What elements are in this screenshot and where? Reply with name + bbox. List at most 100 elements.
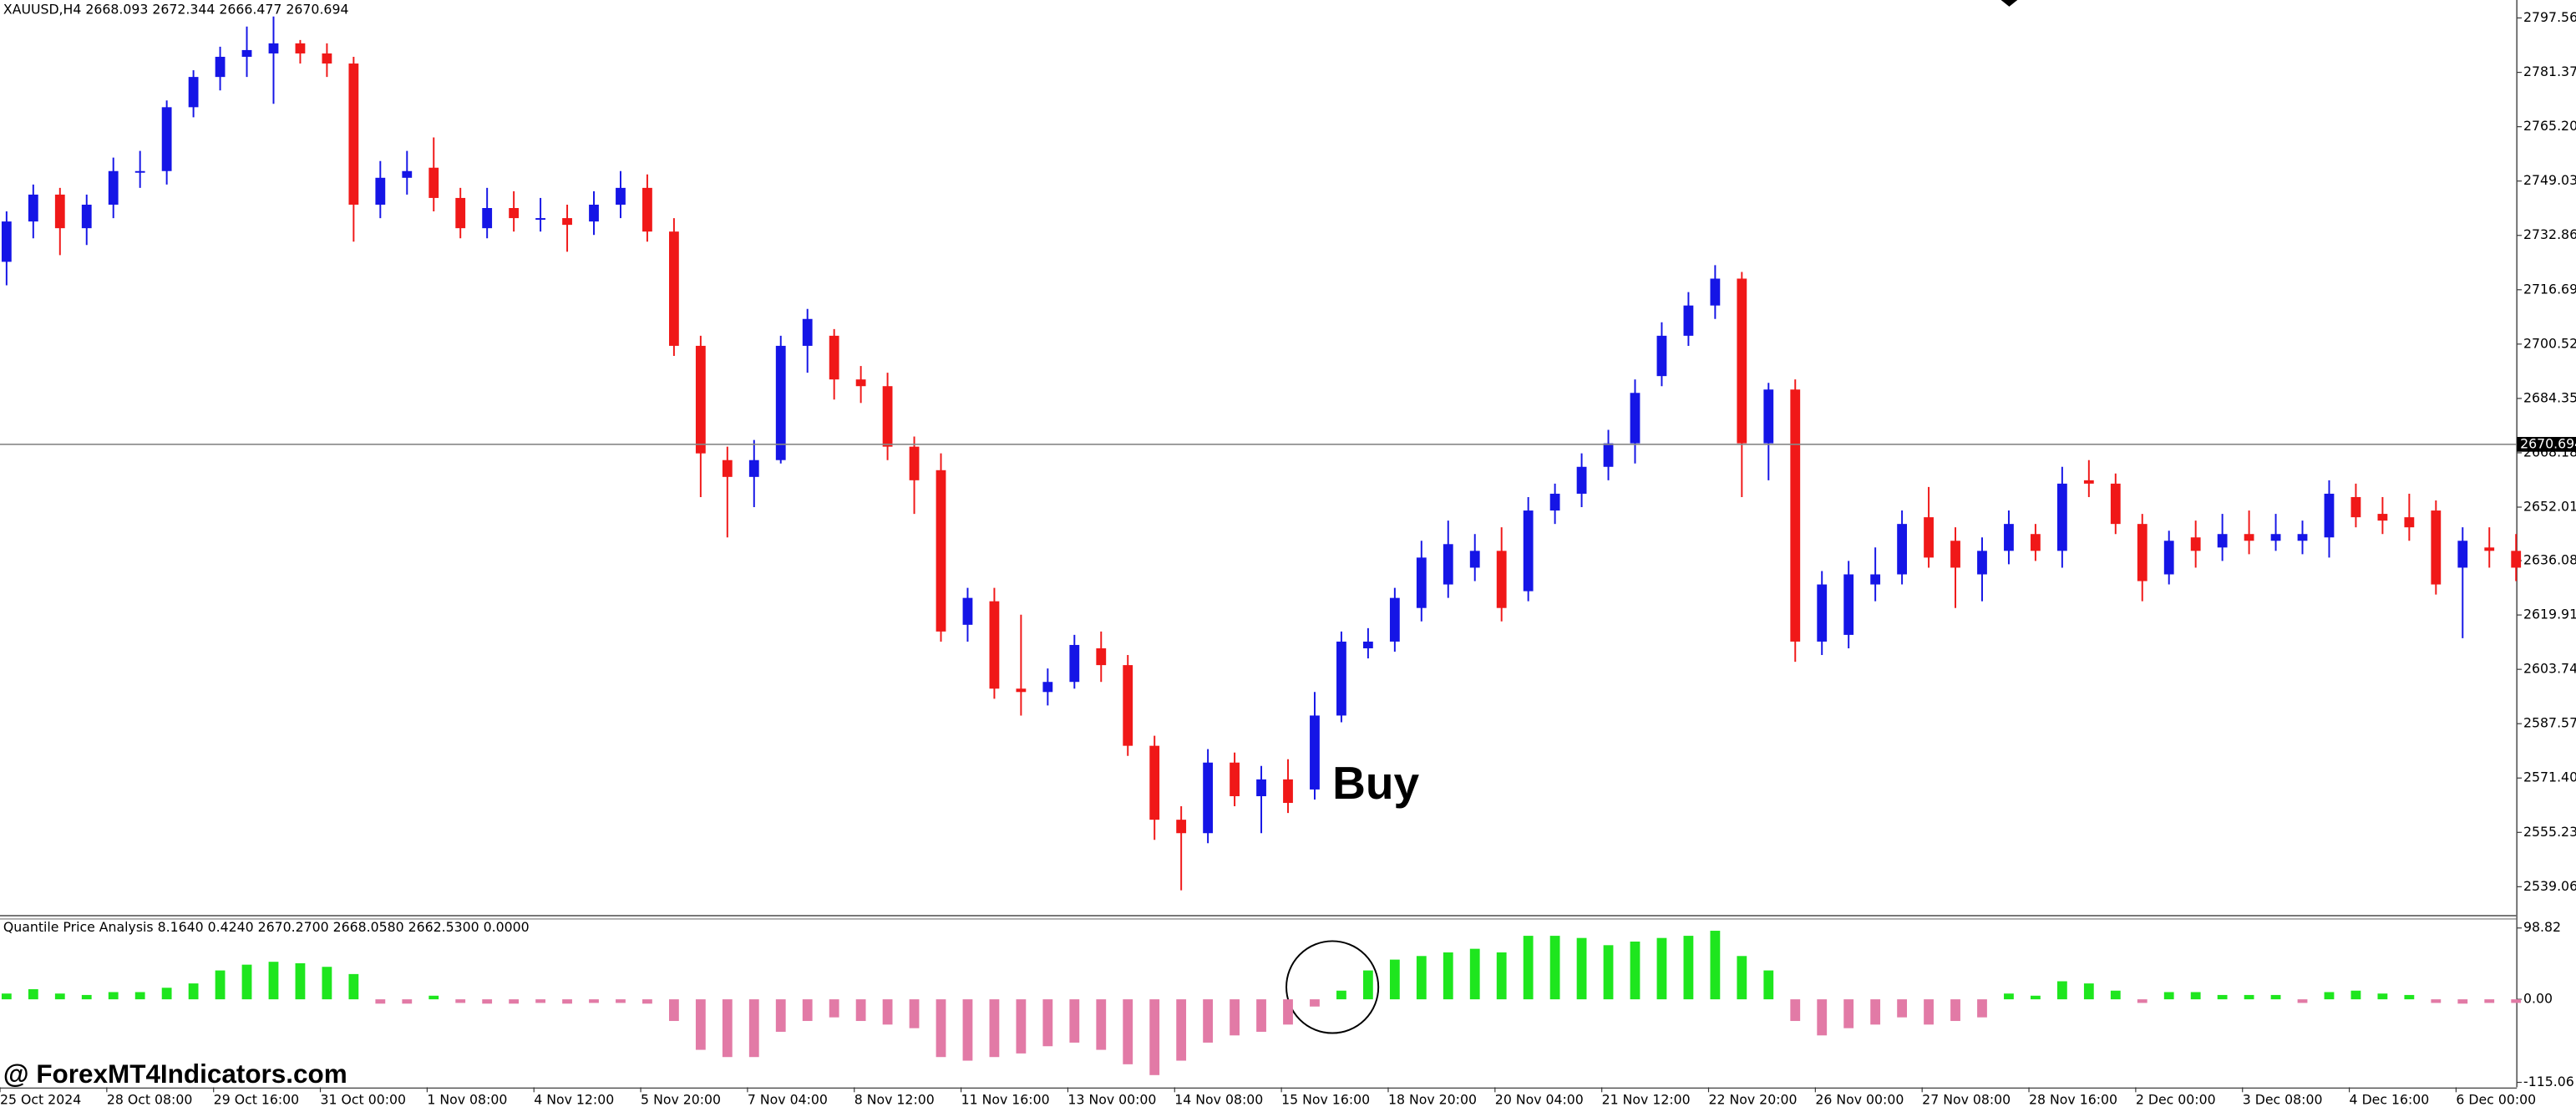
indicator-bar <box>2297 999 2308 1003</box>
indicator-bar <box>402 999 413 1004</box>
candle-body <box>2270 534 2281 541</box>
candle-body <box>748 460 759 477</box>
indicator-bar <box>1977 999 1987 1018</box>
candle-body <box>1870 574 1881 585</box>
candle-body <box>1042 682 1053 693</box>
indicator-bar <box>2484 999 2495 1003</box>
candle-body <box>1924 517 1934 558</box>
candle-body <box>2484 547 2495 551</box>
indicator-bar <box>2377 993 2388 1000</box>
indicator-bar <box>108 992 119 1000</box>
indicator-bar <box>1817 999 1828 1036</box>
candle-body <box>962 597 973 625</box>
candle-body <box>1469 551 1480 568</box>
indicator-bar <box>428 995 439 1000</box>
indicator-bar <box>1656 937 1667 1000</box>
candle-body <box>188 77 199 108</box>
indicator-bar <box>1310 999 1320 1007</box>
indicator-bar <box>668 999 679 1022</box>
indicator-bar <box>2350 990 2361 1000</box>
annotation: Buy <box>1332 757 1419 809</box>
indicator-bar <box>562 999 572 1004</box>
indicator-bar <box>268 962 279 1000</box>
candle-body <box>161 107 172 171</box>
indicator-bar <box>2217 994 2228 1000</box>
candle-body <box>2350 496 2361 518</box>
candle-body <box>882 386 893 447</box>
candle-body <box>1603 443 1614 467</box>
x-tick-label: 7 Nov 04:00 <box>748 1092 828 1107</box>
indicator-bar <box>722 999 733 1058</box>
y-tick-label: 2571.405 <box>2523 769 2576 785</box>
indicator-bar <box>1443 952 1453 1000</box>
x-tick-label: 6 Dec 00:00 <box>2456 1092 2536 1107</box>
y-tick-label: 2539.065 <box>2523 878 2576 894</box>
chart-title: XAUUSD,H4 2668.093 2672.344 2666.477 267… <box>3 1 349 17</box>
x-tick-label: 21 Nov 12:00 <box>1602 1092 1691 1107</box>
candle-body <box>1576 466 1587 494</box>
candle-body <box>2190 537 2201 551</box>
arrow-marker <box>2000 0 2018 7</box>
x-tick-label: 25 Oct 2024 <box>0 1092 81 1107</box>
indicator-bar <box>1 993 12 1000</box>
candle-body <box>1737 278 1747 444</box>
candle-body <box>909 446 920 480</box>
candle-body <box>989 601 1000 689</box>
indicator-bar <box>1496 952 1507 1000</box>
x-tick-label: 1 Nov 08:00 <box>427 1092 507 1107</box>
candle-body <box>2324 493 2335 538</box>
y-tick-label: 2619.915 <box>2523 607 2576 622</box>
y-tick-label: 2797.560 <box>2523 9 2576 25</box>
y-tick-label: 2555.235 <box>2523 824 2576 840</box>
candle-body <box>1977 551 1987 575</box>
indicator-bar <box>829 999 839 1018</box>
candle-body <box>1362 641 1373 648</box>
indicator-bar <box>1176 999 1187 1061</box>
candle-body <box>2056 483 2067 551</box>
watermark: @ ForexMT4Indicators.com <box>3 1059 347 1089</box>
indicator-bar <box>1069 999 1080 1043</box>
indicator-bar <box>642 999 652 1004</box>
candle-body <box>2163 541 2174 575</box>
candle-body <box>1763 389 1774 444</box>
candle-body <box>215 56 226 78</box>
candle-body <box>1176 820 1187 834</box>
indicator-bar <box>134 992 145 1000</box>
indicator-bar <box>1549 936 1560 1000</box>
candle-body <box>589 204 599 222</box>
candle-body <box>295 43 306 53</box>
x-tick-label: 2 Dec 00:00 <box>2136 1092 2216 1107</box>
candle-body <box>642 187 652 232</box>
indicator-bar <box>1603 945 1614 1000</box>
indicator-bar <box>2244 994 2254 1000</box>
candle-body <box>509 208 520 219</box>
indicator-bar <box>1389 959 1400 1000</box>
y-tick-label: 2684.350 <box>2523 389 2576 405</box>
indicator-bar <box>1416 956 1427 1000</box>
y-tick-label: 2700.520 <box>2523 335 2576 351</box>
candle-body <box>482 208 493 229</box>
indicator-bar <box>962 999 973 1061</box>
indicator-bar <box>161 988 172 1000</box>
indicator-bar <box>2457 999 2468 1004</box>
candle-body <box>1523 510 1534 592</box>
indicator-bar <box>188 983 199 1000</box>
indicator-bar <box>1149 999 1160 1075</box>
candle-body <box>2244 534 2254 541</box>
y-tick-label: 2716.690 <box>2523 281 2576 297</box>
y-tick-label: 2781.370 <box>2523 63 2576 79</box>
indicator-bar <box>1950 999 1960 1022</box>
last-price-label: 2670.694 <box>2520 435 2576 451</box>
indicator-bar <box>2270 994 2281 1000</box>
indicator-bar <box>295 962 306 1000</box>
indicator-bar <box>1924 999 1934 1025</box>
y-tick-label: 2732.860 <box>2523 226 2576 242</box>
indicator-bar <box>375 999 386 1004</box>
indicator-bar <box>1283 999 1293 1025</box>
candle-body <box>2431 510 2442 585</box>
indicator-bar <box>2056 981 2067 1000</box>
y-tick-label: 2603.745 <box>2523 661 2576 677</box>
candle-body <box>1843 574 1854 635</box>
candle-body <box>1630 393 1640 444</box>
